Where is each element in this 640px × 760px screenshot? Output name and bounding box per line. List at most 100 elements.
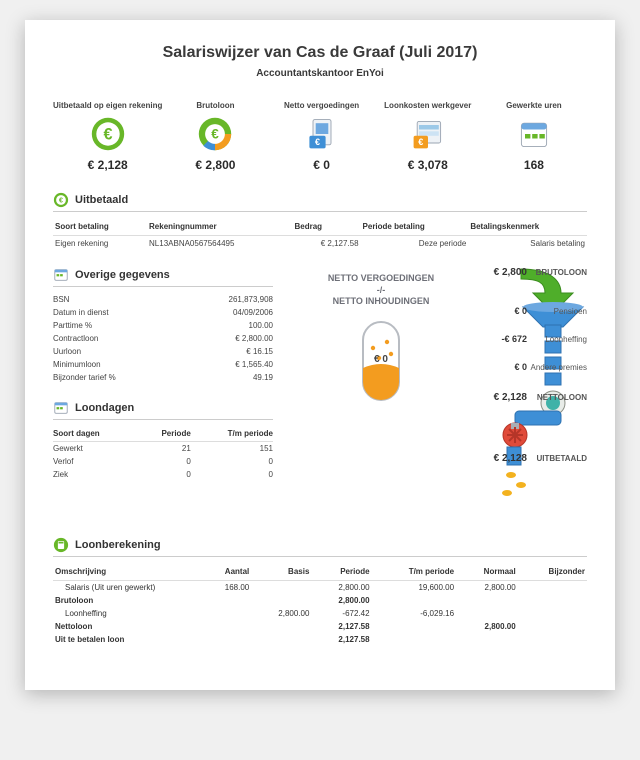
- calendar-icon: [516, 116, 552, 152]
- flow-row: € 0Pensioen: [477, 306, 587, 316]
- pill-title-mid: -/-: [291, 285, 471, 297]
- th: Betalingskenmerk: [468, 218, 587, 236]
- table-row: BSN261,873,908: [53, 293, 273, 306]
- flow-row: € 2,800BRUTOLOON: [477, 267, 587, 278]
- svg-text:€: €: [315, 137, 320, 147]
- th: Periode: [311, 563, 371, 581]
- section-title: Overige gegevens: [75, 269, 170, 281]
- th: Bijzonder: [518, 563, 587, 581]
- td: 49.19: [182, 371, 273, 384]
- section-header: Loonberekening: [53, 537, 587, 557]
- flow-label: Pensioen: [554, 307, 587, 316]
- td: [251, 594, 311, 607]
- td: Parttime %: [53, 319, 182, 332]
- svg-text:€: €: [418, 137, 423, 147]
- section-header: Overige gegevens: [53, 267, 273, 287]
- td: [251, 581, 311, 595]
- flow-label: Andere premies: [531, 363, 587, 372]
- td: [203, 594, 252, 607]
- section-header: Loondagen: [53, 400, 273, 420]
- table-row: Loonheffing2,800.00-672.42-6,029.16: [53, 607, 587, 620]
- td: Nettoloon: [53, 620, 203, 633]
- td: 2,127.58: [311, 633, 371, 646]
- section-loondagen: Loondagen Soort dagen Periode T/m period…: [53, 400, 273, 481]
- td: 21: [138, 442, 191, 456]
- td: 151: [191, 442, 273, 456]
- table-row: Parttime %100.00: [53, 319, 273, 332]
- td: [518, 633, 587, 646]
- svg-text:€: €: [212, 127, 220, 142]
- td: Loonheffing: [53, 607, 203, 620]
- section-title: Loondagen: [75, 402, 134, 414]
- td: Datum in dienst: [53, 306, 182, 319]
- td: € 2,127.58: [293, 236, 361, 252]
- th: Bedrag: [293, 218, 361, 236]
- pill-area: NETTO VERGOEDINGEN -/- NETTO INHOUDINGEN…: [291, 273, 471, 365]
- td: Salaris betaling: [468, 236, 587, 252]
- th: Omschrijving: [53, 563, 203, 581]
- calendar-small-icon: [53, 267, 69, 283]
- td: [518, 607, 587, 620]
- th: T/m periode: [372, 563, 456, 581]
- table-row: Salaris (Uit uren gewerkt)168.002,800.00…: [53, 581, 587, 595]
- svg-text:€: €: [103, 125, 112, 143]
- summary-value: 168: [481, 158, 587, 172]
- table-row: Uurloon€ 16.15: [53, 345, 273, 358]
- page-subtitle: Accountantskantoor EnYoi: [53, 68, 587, 79]
- flow-row: € 2,128UITBETAALD: [477, 453, 587, 464]
- td: 2,800.00: [456, 581, 518, 595]
- td: [251, 620, 311, 633]
- td: [203, 607, 252, 620]
- td: [203, 620, 252, 633]
- td: Salaris (Uit uren gewerkt): [53, 581, 203, 595]
- section-header: € Uitbetaald: [53, 192, 587, 212]
- flow-row: -€ 672Loonheffing: [477, 334, 587, 344]
- euro-coin-icon: €: [90, 116, 126, 152]
- td: € 1,565.40: [182, 358, 273, 371]
- summary-value: € 2,128: [53, 158, 162, 172]
- section-uitbetaald: € Uitbetaald Soort betaling Rekeningnumm…: [53, 192, 587, 251]
- table-row: Gewerkt21151: [53, 442, 273, 456]
- table-row: Brutoloon2,800.00: [53, 594, 587, 607]
- table-row: Contractloon€ 2,800.00: [53, 332, 273, 345]
- td: [372, 633, 456, 646]
- td: [372, 594, 456, 607]
- td: € 2,800.00: [182, 332, 273, 345]
- section-loonberekening: Loonberekening Omschrijving Aantal Basis…: [53, 537, 587, 646]
- td: 04/09/2006: [182, 306, 273, 319]
- td: -6,029.16: [372, 607, 456, 620]
- calculator-icon: [53, 537, 69, 553]
- td: Ziek: [53, 468, 138, 481]
- flow-label: UITBETAALD: [536, 454, 587, 463]
- summary-loonkosten: Loonkosten werkgever € € 3,078: [375, 101, 481, 172]
- td: [456, 633, 518, 646]
- td: [456, 594, 518, 607]
- flow-label: NETTOLOON: [537, 393, 587, 402]
- calendar-small-icon: [53, 400, 69, 416]
- flow-row: € 0 Andere premies: [477, 362, 587, 372]
- th: T/m periode: [191, 426, 273, 442]
- summary-netto: Netto vergoedingen € € 0: [269, 101, 375, 172]
- table-row: Ziek00: [53, 468, 273, 481]
- td: Bijzonder tarief %: [53, 371, 182, 384]
- flow-label: BRUTOLOON: [536, 268, 587, 277]
- summary-label: Netto vergoedingen: [269, 101, 375, 110]
- td: 0: [138, 455, 191, 468]
- summary-brutoloon: Brutoloon € € 2,800: [162, 101, 268, 172]
- th: Aantal: [203, 563, 252, 581]
- td: € 16.15: [182, 345, 273, 358]
- table-row: Nettoloon2,127.582,800.00: [53, 620, 587, 633]
- table-row: Minimumloon€ 1,565.40: [53, 358, 273, 371]
- payslip-page: Salariswijzer van Cas de Graaf (Juli 201…: [25, 20, 615, 690]
- summary-label: Uitbetaald op eigen rekening: [53, 101, 162, 110]
- td: [518, 594, 587, 607]
- td: Gewerkt: [53, 442, 138, 456]
- th: Soort dagen: [53, 426, 138, 442]
- pill-title-bot: NETTO INHOUDINGEN: [291, 296, 471, 308]
- td: 2,127.58: [311, 620, 371, 633]
- td: Minimumloon: [53, 358, 182, 371]
- loonberekening-table: Omschrijving Aantal Basis Periode T/m pe…: [53, 563, 587, 646]
- flow-value: € 0: [477, 362, 527, 372]
- td: Verlof: [53, 455, 138, 468]
- td: 261,873,908: [182, 293, 273, 306]
